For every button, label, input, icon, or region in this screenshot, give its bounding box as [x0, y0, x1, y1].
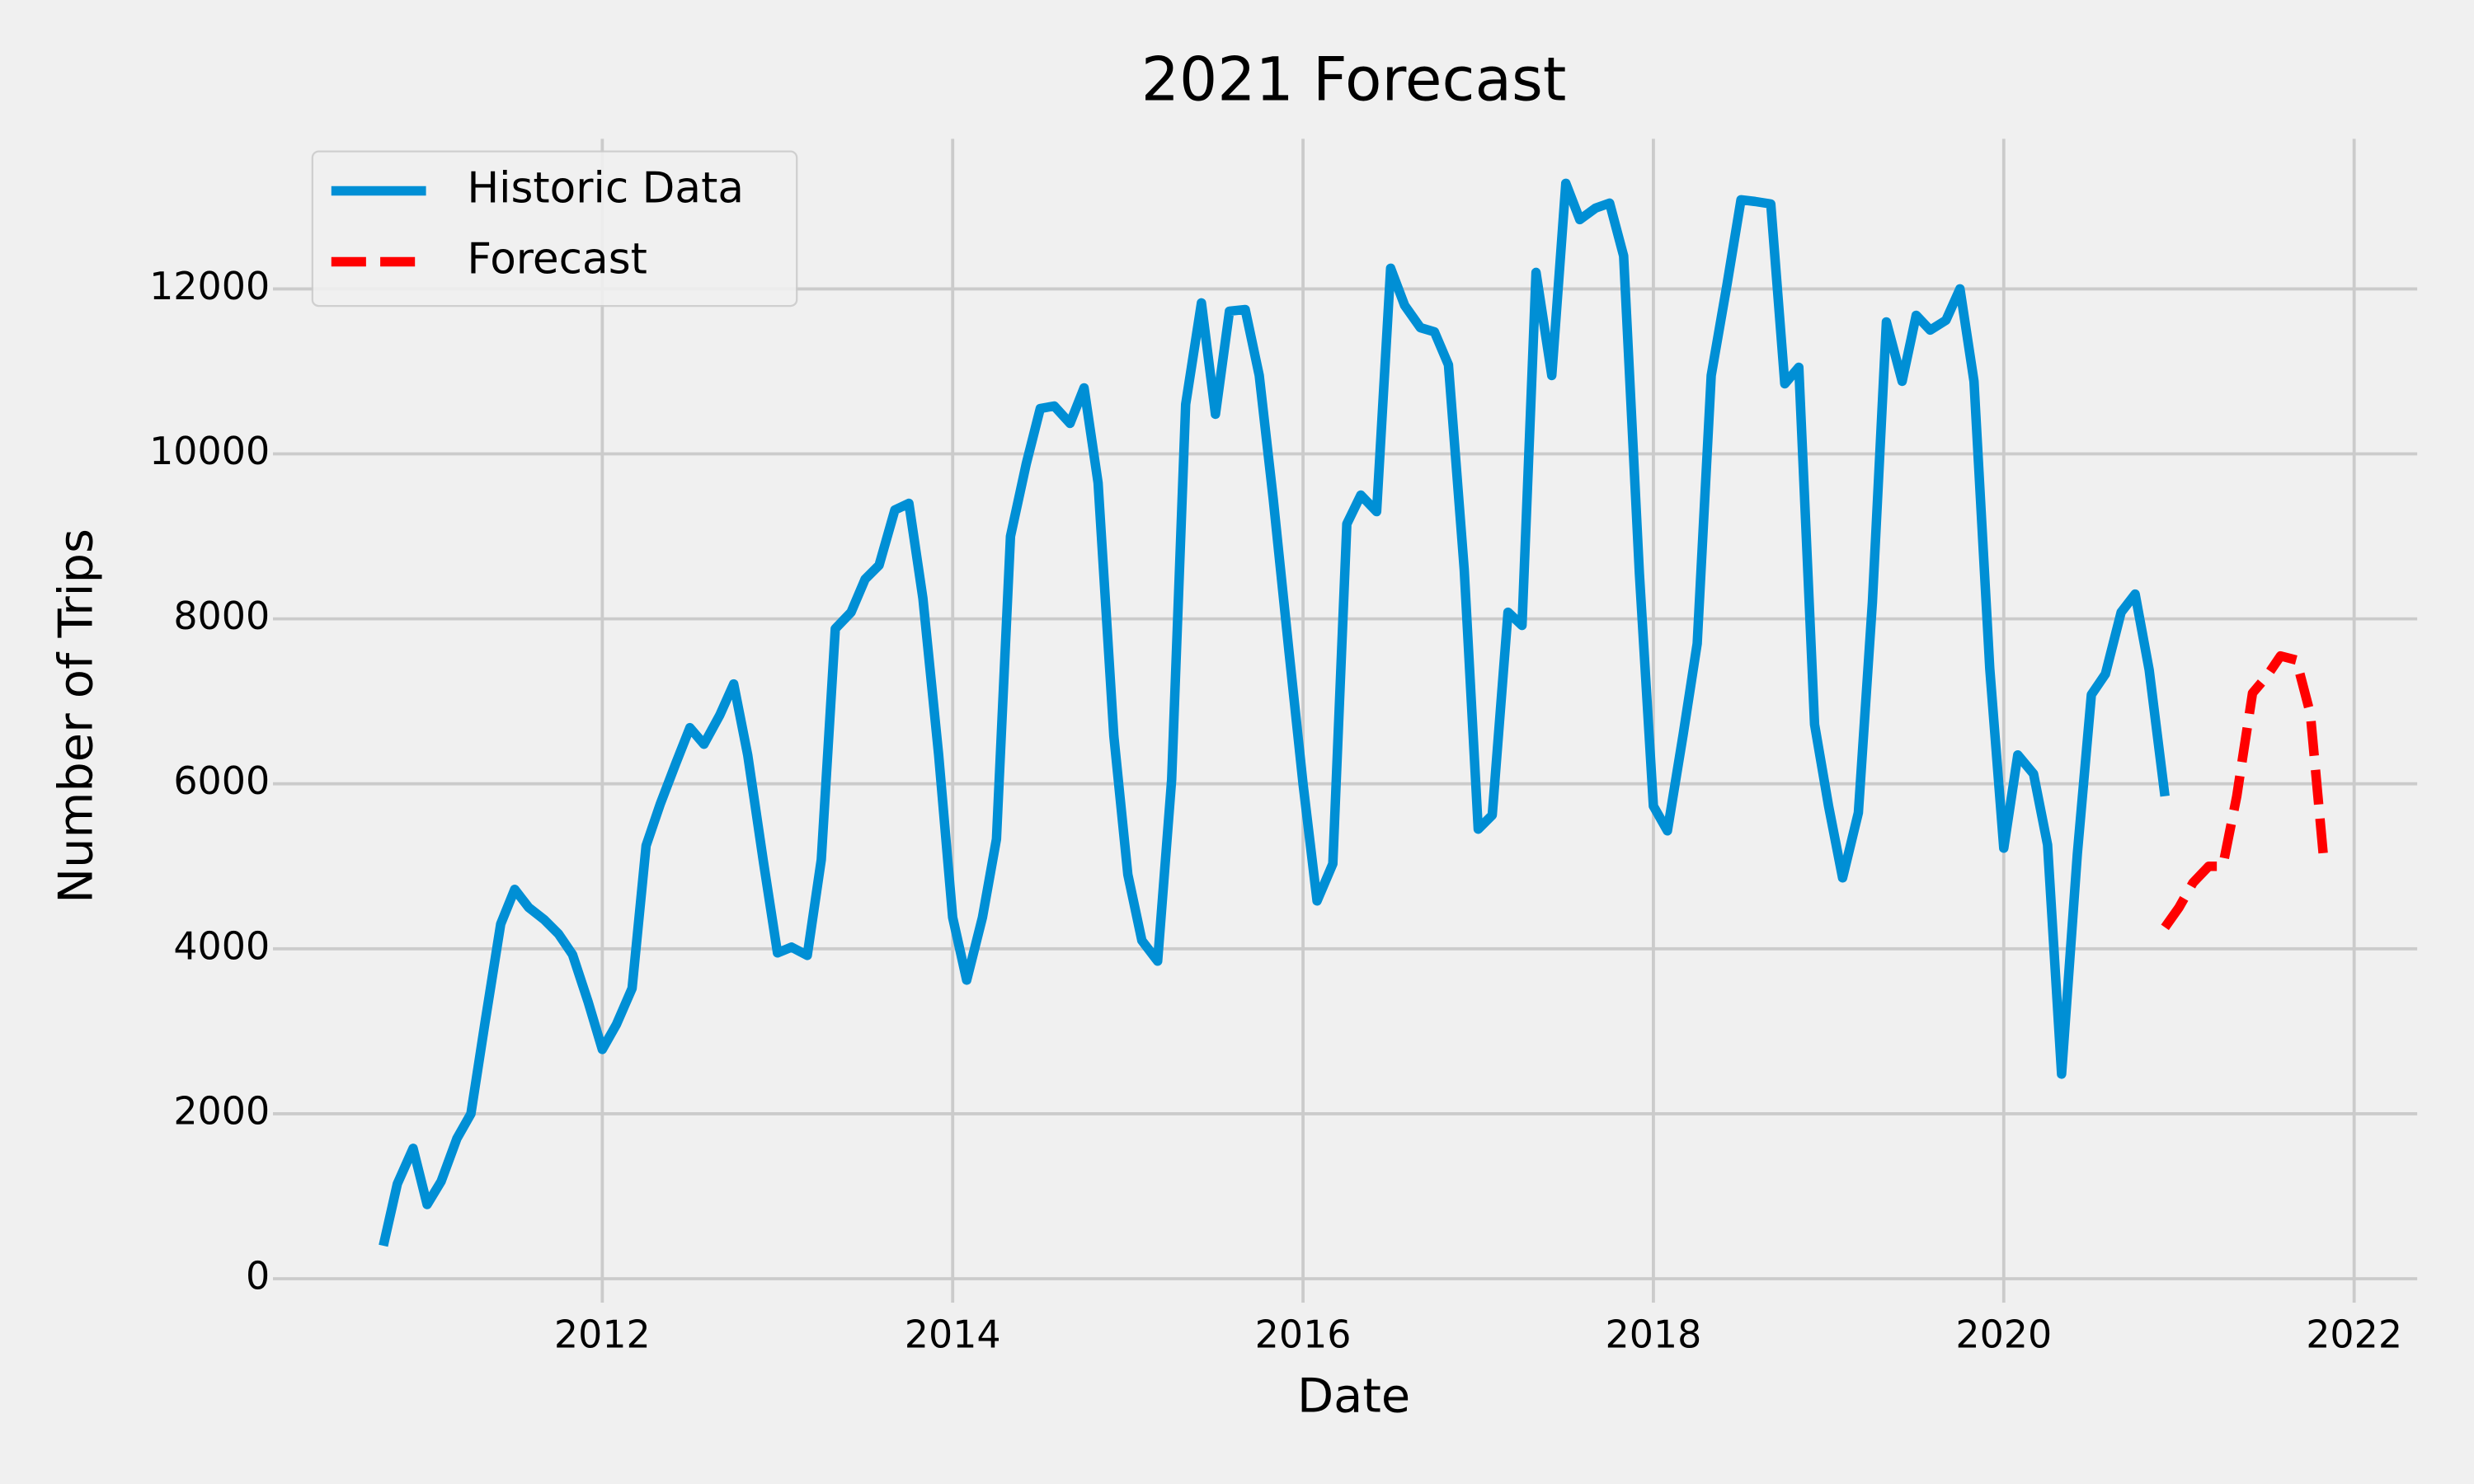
- y-tick-label: 8000: [173, 594, 270, 638]
- plot-lines: [379, 178, 2330, 1247]
- legend-box: [311, 150, 798, 308]
- y-axis-label: Number of Trips: [48, 528, 103, 904]
- y-tick-label: 2000: [173, 1088, 270, 1133]
- legend-label: Historic Data: [467, 163, 744, 213]
- x-tick-label: 2022: [2306, 1313, 2402, 1357]
- grid: 0 2000 4000 6000 8000 10000 12000 2012 2014 2016 2…: [149, 139, 2418, 1357]
- series-line: [379, 178, 2170, 1247]
- y-tick-label: 6000: [173, 758, 270, 803]
- y-tick-label: 0: [246, 1254, 270, 1298]
- y-tick-label: 4000: [173, 923, 270, 968]
- x-axis-label: Date: [1297, 1368, 1410, 1423]
- y-tick-label: 10000: [149, 429, 270, 473]
- x-tick-label: 2016: [1255, 1313, 1352, 1357]
- x-tick-label: 2012: [554, 1313, 651, 1357]
- legend: Historic Data Forecast: [311, 150, 798, 308]
- x-tick-label: 2014: [905, 1313, 1001, 1357]
- x-tick-label: 2018: [1606, 1313, 1702, 1357]
- x-tick-label: 2020: [1955, 1313, 2052, 1357]
- y-tick-label: 12000: [149, 264, 270, 308]
- chart-title: 2021 Forecast: [1141, 45, 1567, 115]
- legend-label: Forecast: [467, 235, 647, 284]
- series-line: [2161, 650, 2330, 931]
